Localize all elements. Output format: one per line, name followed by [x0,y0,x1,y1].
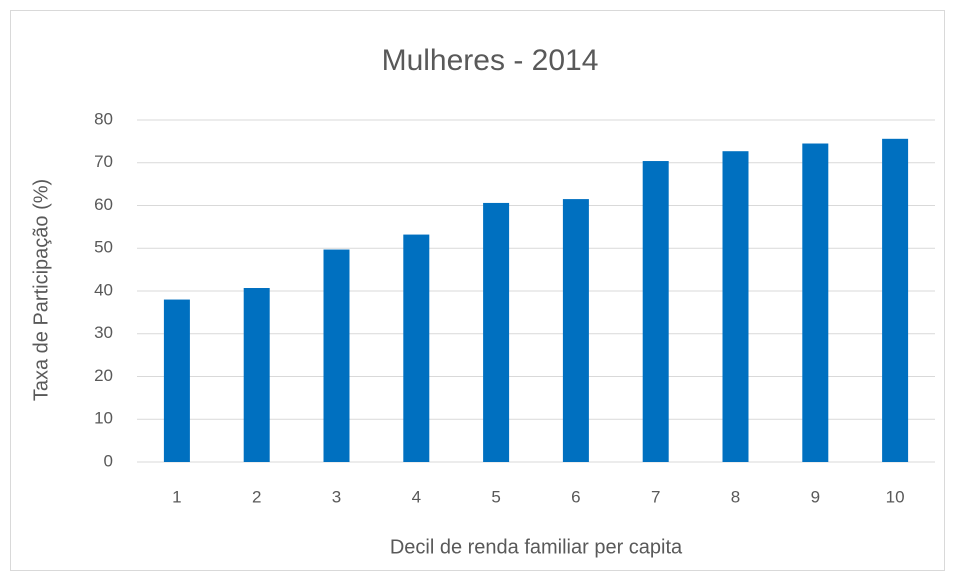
y-tick-label: 40 [94,280,113,299]
bar [243,288,270,462]
bar [562,199,589,462]
x-tick-label: 7 [651,487,660,506]
chart-title: Mulheres - 2014 [382,44,599,77]
x-axis-label: Decil de renda familiar per capita [390,536,683,558]
x-tick-label: 5 [491,487,500,506]
bar [323,249,350,462]
bar [642,161,669,463]
x-tick-label: 3 [332,487,341,506]
bar [483,202,510,462]
y-tick-label: 10 [94,409,113,428]
x-tick-label: 4 [412,487,421,506]
bar [882,138,909,462]
y-tick-label: 20 [94,366,113,385]
x-tick-label: 8 [731,487,740,506]
bar [722,151,749,462]
bar [163,299,190,462]
x-tick-label: 9 [811,487,820,506]
y-tick-label: 0 [104,451,113,470]
y-tick-label: 70 [94,152,113,171]
y-tick-label: 30 [94,323,113,342]
bar [403,234,430,462]
y-tick-label: 60 [94,195,113,214]
y-tick-label: 80 [94,109,113,128]
y-axis-label: Taxa de Participação (%) [30,179,52,401]
x-tick-label: 10 [886,487,905,506]
y-tick-label: 50 [94,238,113,257]
x-tick-label: 2 [252,487,261,506]
x-tick-label: 1 [172,487,181,506]
x-tick-label: 6 [571,487,580,506]
bar [802,143,829,462]
